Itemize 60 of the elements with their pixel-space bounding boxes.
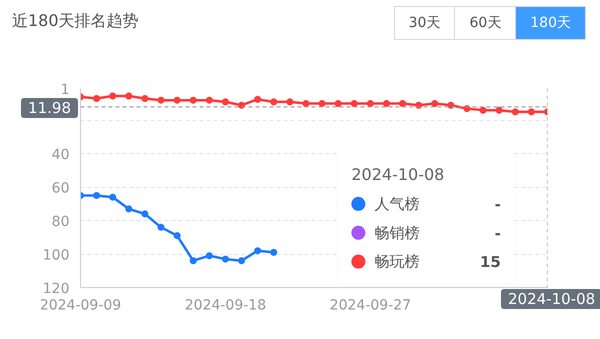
point bbox=[480, 106, 487, 114]
text: 180天 bbox=[515, 6, 586, 40]
point bbox=[286, 98, 294, 106]
point bbox=[109, 194, 116, 201]
y-tick-label: 100 bbox=[42, 248, 70, 264]
annotation: - bbox=[494, 224, 501, 242]
point bbox=[528, 108, 535, 116]
y-tick-label: 40 bbox=[52, 147, 70, 164]
point bbox=[238, 257, 246, 264]
point bbox=[496, 106, 503, 114]
crosshair-x: 2024-10-08 bbox=[501, 289, 600, 309]
point bbox=[238, 102, 246, 109]
legend-label: 人气榜 bbox=[374, 194, 420, 213]
point bbox=[254, 247, 262, 254]
point bbox=[270, 98, 278, 106]
point bbox=[206, 252, 213, 260]
annotation: 2024-10-08 bbox=[351, 165, 444, 184]
x-tick-label: 2024-09-18 bbox=[184, 298, 266, 314]
point bbox=[431, 100, 438, 108]
point bbox=[366, 100, 374, 108]
point bbox=[270, 248, 278, 256]
point bbox=[174, 232, 181, 240]
point bbox=[302, 100, 310, 108]
point bbox=[93, 95, 100, 102]
annotation: 15 bbox=[480, 253, 501, 272]
x-tick-label: 2024-09-09 bbox=[40, 298, 122, 314]
y-tick-label: 120 bbox=[42, 281, 70, 297]
point bbox=[512, 108, 519, 116]
crosshair-y: 11.98 bbox=[21, 98, 78, 118]
point bbox=[93, 192, 100, 200]
point bbox=[141, 95, 148, 102]
point bbox=[109, 92, 116, 100]
chart-title: 近180天排名趋势 bbox=[12, 10, 139, 32]
point bbox=[206, 96, 213, 104]
point bbox=[174, 96, 181, 104]
point bbox=[158, 224, 165, 231]
text: 60天 bbox=[454, 6, 516, 40]
point bbox=[158, 96, 165, 104]
legend-label: 畅销榜 bbox=[374, 224, 420, 242]
point bbox=[318, 100, 326, 108]
point bbox=[190, 96, 197, 104]
annotation: - bbox=[494, 195, 501, 214]
y-tick-label: 1 bbox=[60, 82, 70, 98]
y-tick-label: 80 bbox=[52, 214, 70, 230]
point bbox=[254, 96, 262, 103]
x-tick-label: 2024-09-27 bbox=[330, 298, 412, 314]
point bbox=[399, 100, 406, 108]
point bbox=[222, 256, 229, 263]
legend-label: 畅玩榜 bbox=[374, 252, 420, 271]
y-tick-label: 60 bbox=[52, 180, 70, 197]
point bbox=[190, 257, 197, 264]
point bbox=[447, 102, 454, 109]
point bbox=[334, 100, 342, 108]
point bbox=[350, 100, 358, 108]
text: 30天 bbox=[394, 6, 456, 40]
point bbox=[125, 92, 132, 100]
point bbox=[141, 210, 148, 218]
point bbox=[222, 98, 229, 106]
point bbox=[125, 205, 132, 212]
point bbox=[382, 100, 390, 108]
